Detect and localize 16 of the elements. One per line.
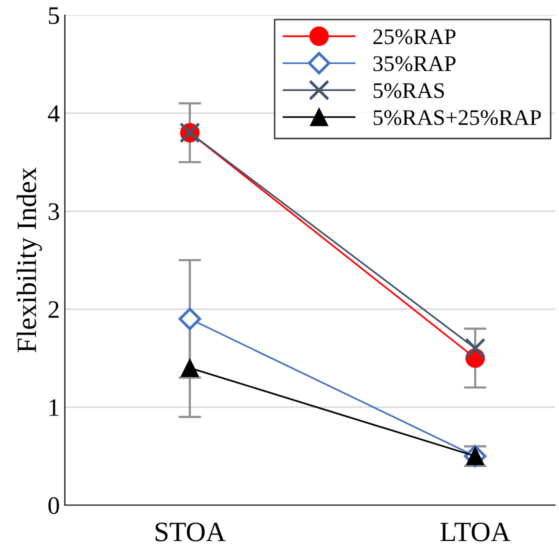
point: [178, 308, 202, 330]
legend-label: 5%RAS: [374, 83, 444, 98]
y-tick-label: 5: [48, 7, 60, 24]
legend-label: 5%RAS+25%RAP: [374, 110, 541, 126]
legend-label: 25%RAP: [373, 29, 456, 44]
point: [464, 338, 486, 359]
y-tick-label: 3: [48, 203, 60, 220]
x-tick-label: LTOA: [440, 522, 510, 542]
y-axis-title: Flexibility Index: [16, 167, 42, 352]
y-tick-label: 2: [48, 301, 59, 318]
x-tick-label: STOA: [156, 522, 226, 542]
y-tick-label: 0: [48, 497, 60, 514]
y-tick-label: 4: [48, 105, 60, 122]
point: [180, 358, 199, 377]
legend-label: 35%RAP: [373, 56, 456, 72]
y-tick-label: 1: [50, 399, 58, 416]
